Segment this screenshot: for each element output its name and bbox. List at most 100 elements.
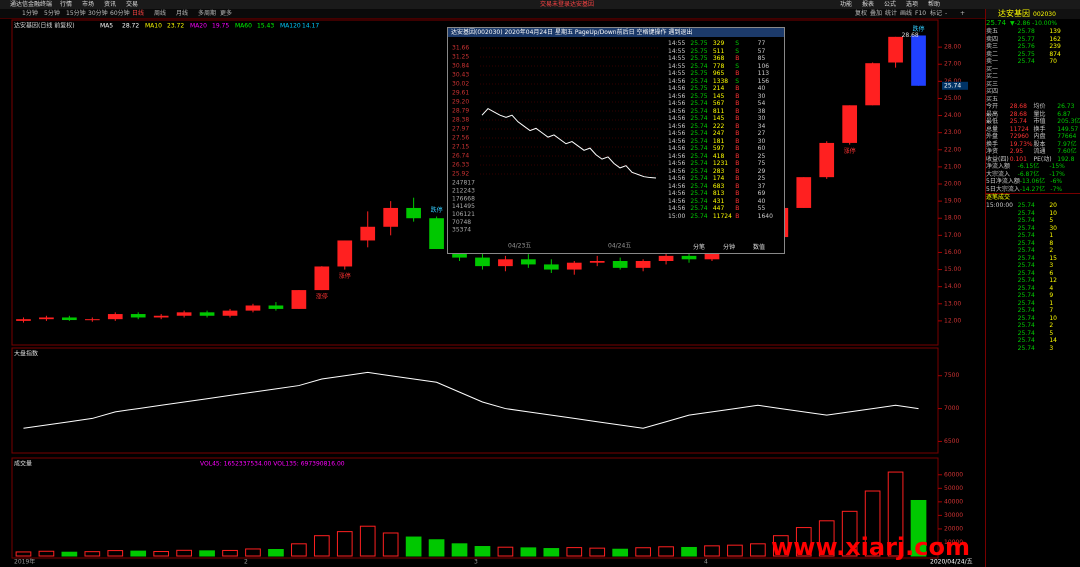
period-button[interactable]: 15分钟 [66,10,86,17]
tick-row: 14:56 25.74 222 B 34 [668,123,780,131]
tab-button[interactable]: 分笔 [693,244,706,251]
buy-row-cell: 买五 [986,95,999,103]
tick-row: 14:56 25.74 447 B 55 [668,205,780,213]
tick-cell: 14:56 [668,85,686,92]
y-tick-label: 106121 [452,211,475,218]
tool-button[interactable]: 标记 [930,10,943,17]
candle-body [130,314,146,318]
volume-bar [635,547,651,557]
menu-item[interactable]: 报表 [862,1,875,8]
trade-row: 25.74 12 [986,277,1080,285]
tick-row: 15:00 25.74 11724 B 1640 [668,213,780,221]
tool-button[interactable]: - [945,10,948,17]
tick-row: 14:56 25.75 145 B 30 [668,93,780,101]
menu-item[interactable]: 选项 [906,1,919,8]
period-button[interactable]: 60分钟 [110,10,130,17]
tick-cell: 25.75 [690,85,708,92]
tab-button[interactable]: 数值 [753,244,766,251]
period-button[interactable]: 1分钟 [22,10,38,17]
period-button[interactable]: 月线 [176,10,189,17]
y-tick-label: 22.00 [944,146,961,153]
tool-button[interactable]: + [960,10,966,17]
trade-row-cell: 25.74 [1017,247,1035,254]
stat-row-cell: 192.8 [1057,155,1075,163]
volume-bar [428,539,445,557]
period-button[interactable]: 5分钟 [44,10,60,17]
y-tick-label: 18.00 [944,215,961,222]
trade-row: 25.74 14 [986,337,1080,345]
ma-value: 23.72 [167,23,184,30]
tick-row: 14:56 25.74 567 B 54 [668,100,780,108]
ma-name: MA10 [145,23,162,30]
y-tick-label: 7000 [944,405,959,412]
trade-row-cell: 25.74 [1017,262,1035,269]
menu-item[interactable]: 公式 [884,1,897,8]
y-tick-label: 26.00 [944,78,961,85]
menu-item[interactable]: 资讯 [104,1,117,8]
menu-item[interactable]: 功能 [840,1,853,8]
sell-row-cell: 874 [1049,50,1061,58]
trade-row-cell: 6 [1049,269,1054,277]
tool-button[interactable]: 画线 [900,10,913,17]
tick-cell: 60 [757,145,766,152]
y-tick-label: 247817 [452,180,475,187]
trade-row: 25.74 3 [986,345,1080,353]
tick-cell: 447 [712,205,725,212]
volume-bar [176,549,192,557]
candle-body [16,319,31,321]
buy-row: 买五 [986,96,1080,104]
tool-button[interactable]: 复权 [855,10,868,17]
indicator-values: VOL45: 1652337534.00 VOL135: 697390816.0… [200,461,345,468]
candle-body [245,305,261,311]
tick-cell: B [735,115,740,122]
candle-body [681,255,697,260]
candle-body [268,305,284,309]
stat-row-cell: 11724 [1009,125,1029,133]
trade-row-cell [986,337,1018,345]
tick-cell: B [735,190,740,197]
trade-row-cell: 10 [1049,314,1057,322]
menu-item[interactable]: 帮助 [928,1,941,8]
tick-cell: B [735,212,740,220]
menu-item[interactable]: 交易 [126,1,139,8]
menu-item[interactable]: 行情 [60,1,73,8]
period-button[interactable]: 多周期 [198,10,217,17]
trade-row-cell [986,270,1018,278]
period-button[interactable]: 周线 [154,10,167,17]
volume-bar [520,547,537,557]
period-button[interactable]: 30分钟 [88,10,108,17]
candle-body [635,261,651,268]
tick-cell: 29 [757,167,766,175]
buy-row-cell: 买四 [986,88,999,95]
tick-cell: B [735,100,740,107]
tick-cell: 222 [712,122,725,130]
tool-button[interactable]: F10 [915,10,927,17]
tick-cell: 778 [712,62,725,70]
tick-cell: B [735,167,740,175]
trade-row-cell: 25.74 [1017,269,1035,277]
tab-button[interactable]: 分钟 [723,244,736,251]
tick-cell: 511 [712,47,725,55]
ma-value: 15.43 [257,23,274,30]
period-button[interactable]: 更多 [220,10,233,17]
tick-cell: 14:55 [668,70,686,77]
period-button[interactable]: 日线 [132,10,145,17]
price-row: 25.74 ▼-2.86 -10.00% [986,19,1080,28]
trades-title: 逐笔成交 [986,193,1080,202]
tick-cell: 25.74 [690,100,708,107]
tick-cell: 283 [712,167,725,175]
panel-frame [11,347,939,454]
volume-bar [474,546,491,557]
y-tick-label: 14.00 [944,283,961,290]
tool-button[interactable]: 统计 [885,10,898,17]
annotation: 跌停 [431,206,443,214]
menu-item[interactable]: 市场 [82,1,95,8]
tick-cell: 30 [757,115,766,122]
trade-row-cell: 30 [1049,224,1057,232]
tool-button[interactable]: 叠加 [870,10,883,17]
stock-code: 002030 [1033,11,1056,18]
stat-row-cell: 流通 [1033,148,1046,155]
stat-row-cell: 205.3亿 [1057,118,1080,125]
stat-row-cell: 净资 [986,148,999,155]
stat-row-cell: 7.97亿 [1057,140,1077,148]
